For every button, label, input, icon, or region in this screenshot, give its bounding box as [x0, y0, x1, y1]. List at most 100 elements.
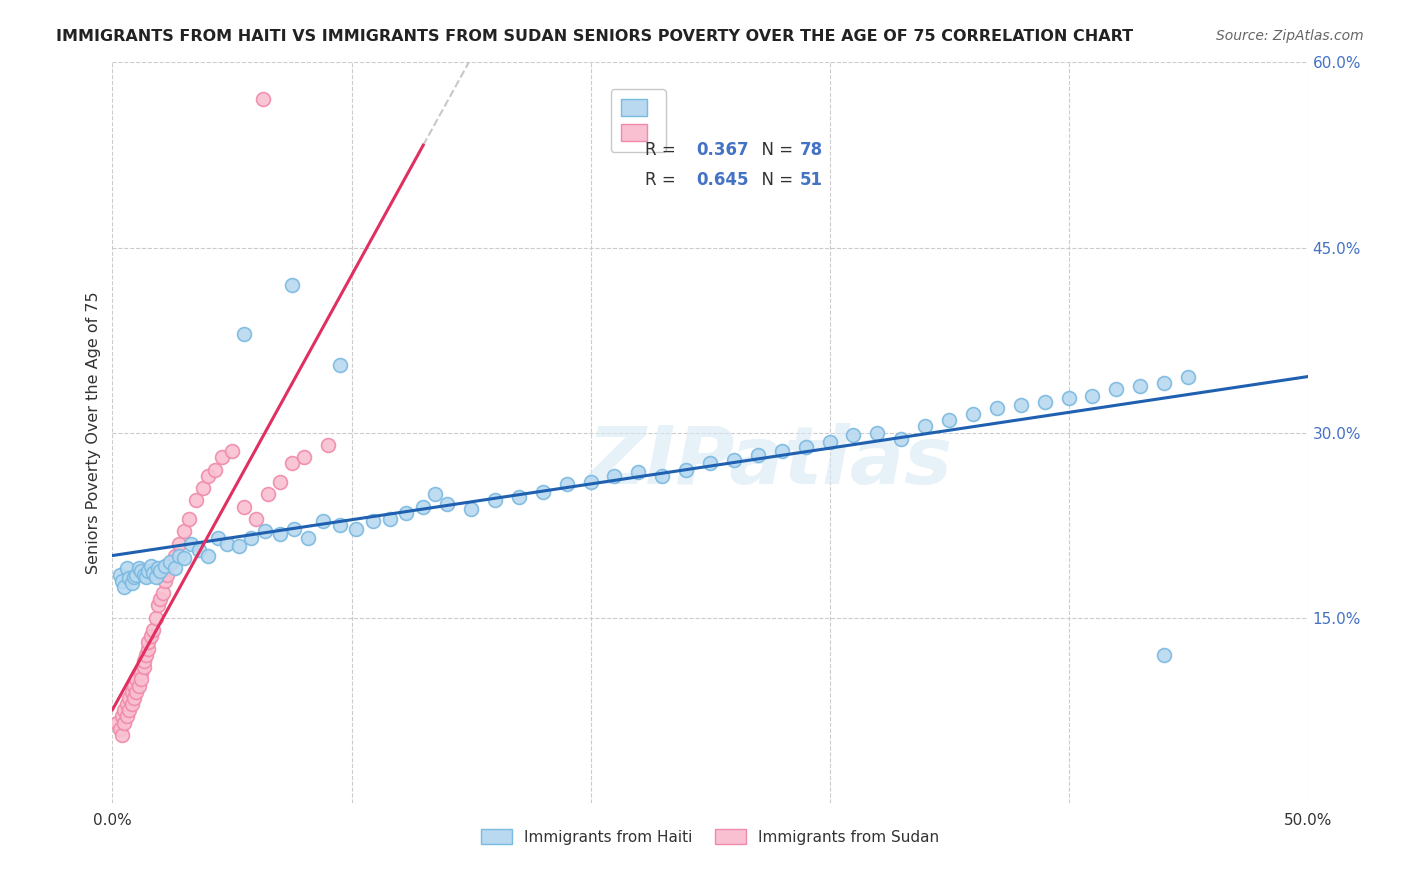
Point: [138, 564, 160, 578]
Point: [1153, 376, 1175, 391]
Point: [1105, 383, 1128, 397]
Point: [129, 673, 152, 687]
Text: R =: R =: [645, 170, 682, 189]
Point: [240, 531, 263, 545]
Point: [118, 571, 141, 585]
Point: [135, 570, 157, 584]
Text: N =: N =: [751, 170, 799, 189]
Point: [149, 592, 172, 607]
Point: [344, 522, 367, 536]
Point: [579, 475, 602, 489]
Legend: Immigrants from Haiti, Immigrants from Sudan: Immigrants from Haiti, Immigrants from S…: [475, 822, 945, 851]
Point: [221, 444, 243, 458]
Point: [986, 401, 1008, 415]
Point: [252, 92, 274, 106]
Point: [412, 500, 434, 514]
Point: [132, 654, 155, 668]
Point: [129, 564, 152, 578]
Point: [316, 438, 339, 452]
Point: [114, 715, 135, 730]
Point: [121, 697, 143, 711]
Point: [180, 536, 202, 550]
Point: [1129, 378, 1152, 392]
Point: [866, 425, 889, 440]
Point: [125, 673, 148, 687]
Point: [163, 549, 186, 563]
Point: [138, 641, 160, 656]
Point: [1081, 388, 1104, 402]
Point: [228, 539, 250, 553]
Point: [145, 610, 167, 624]
Point: [105, 715, 128, 730]
Point: [177, 512, 200, 526]
Point: [115, 709, 138, 723]
Text: 51: 51: [800, 170, 823, 189]
Point: [193, 481, 215, 495]
Point: [111, 728, 134, 742]
Point: [115, 561, 138, 575]
Point: [962, 407, 984, 421]
Text: 0.645: 0.645: [696, 170, 748, 189]
Point: [329, 358, 352, 372]
Point: [139, 629, 162, 643]
Point: [292, 450, 315, 465]
Point: [152, 586, 174, 600]
Point: [269, 526, 291, 541]
Point: [1033, 394, 1056, 409]
Point: [204, 462, 226, 476]
Point: [115, 697, 138, 711]
Point: [142, 566, 165, 581]
Point: [254, 524, 277, 539]
Point: [603, 468, 626, 483]
Point: [169, 549, 191, 563]
Point: [425, 487, 447, 501]
Point: [361, 515, 384, 529]
Point: [1153, 648, 1175, 662]
Point: [114, 580, 135, 594]
Y-axis label: Seniors Poverty Over the Age of 75: Seniors Poverty Over the Age of 75: [86, 292, 101, 574]
Text: 0.367: 0.367: [696, 141, 748, 159]
Point: [651, 468, 673, 483]
Text: R =: R =: [645, 141, 682, 159]
Text: N =: N =: [751, 141, 799, 159]
Point: [149, 564, 172, 578]
Point: [938, 413, 960, 427]
Point: [121, 576, 143, 591]
Point: [281, 457, 304, 471]
Point: [818, 435, 841, 450]
Point: [111, 709, 134, 723]
Point: [146, 561, 169, 575]
Point: [146, 599, 169, 613]
Point: [108, 567, 131, 582]
Point: [207, 531, 229, 545]
Point: [312, 515, 335, 529]
Point: [770, 444, 793, 458]
Point: [163, 561, 186, 575]
Point: [128, 561, 150, 575]
Point: [436, 497, 458, 511]
Point: [118, 690, 141, 705]
Point: [156, 567, 179, 582]
Point: [378, 512, 401, 526]
Point: [122, 690, 145, 705]
Text: ZIPatlas: ZIPatlas: [588, 423, 952, 501]
Text: Source: ZipAtlas.com: Source: ZipAtlas.com: [1216, 29, 1364, 43]
Point: [108, 722, 131, 736]
Point: [125, 685, 148, 699]
Point: [283, 522, 305, 536]
Point: [118, 703, 141, 717]
Point: [723, 452, 745, 467]
Point: [914, 419, 936, 434]
Point: [269, 475, 291, 489]
Point: [197, 468, 219, 483]
Point: [1010, 399, 1032, 413]
Point: [145, 570, 167, 584]
Point: [395, 506, 418, 520]
Point: [122, 570, 145, 584]
Point: [142, 623, 165, 637]
Point: [794, 441, 817, 455]
Point: [211, 450, 233, 465]
Point: [125, 567, 148, 582]
Point: [217, 536, 239, 550]
Point: [153, 574, 176, 588]
